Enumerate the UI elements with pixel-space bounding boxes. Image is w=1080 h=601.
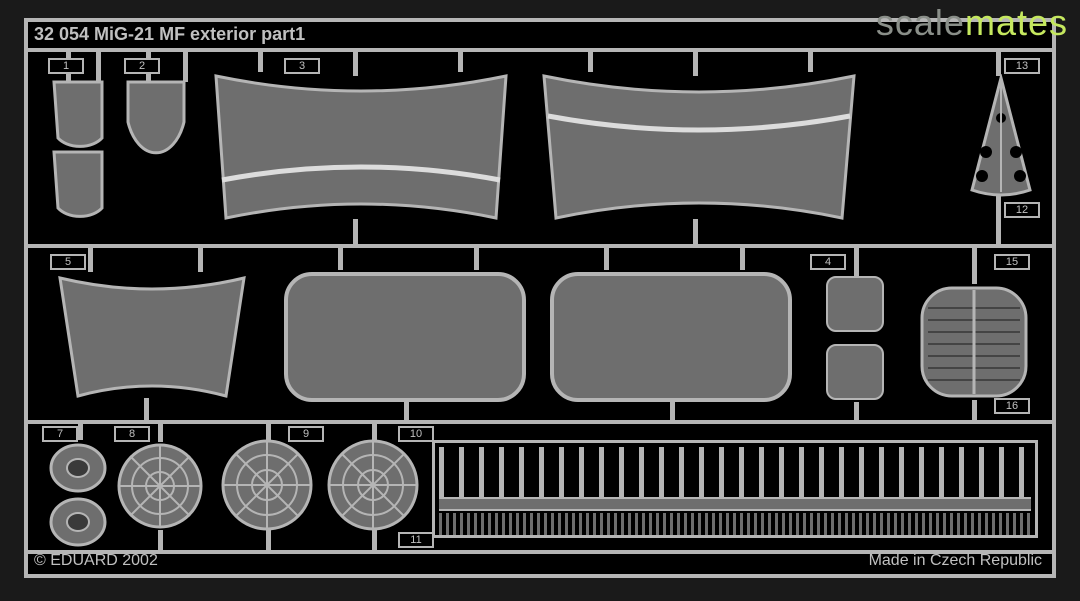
sprue	[372, 530, 377, 550]
divider-1	[28, 244, 1052, 248]
comb-teeth	[439, 447, 1031, 497]
part-tab-pair	[50, 80, 106, 220]
sprue	[474, 248, 479, 270]
sprue	[996, 194, 1001, 244]
sprue	[158, 424, 163, 442]
sprue	[158, 530, 163, 550]
watermark: scalemates	[876, 2, 1068, 44]
part-fan-panel	[52, 270, 252, 404]
sprue	[996, 52, 1001, 76]
part-label: 12	[1004, 202, 1040, 218]
part-label: 13	[1004, 58, 1040, 74]
part-round-panel	[546, 268, 796, 406]
watermark-part2: mates	[965, 2, 1068, 43]
part-label: 11	[398, 532, 434, 548]
part-sq-pad	[826, 276, 884, 332]
part-tri	[966, 74, 1036, 200]
part-label: 15	[994, 254, 1030, 270]
origin: Made in Czech Republic	[869, 552, 1042, 570]
part-disc-spoke	[326, 438, 420, 532]
sheet-frame: 32 054 MiG-21 MF exterior part1 1 2 3 13…	[24, 18, 1056, 578]
part-round-panel	[280, 268, 530, 406]
sprue	[88, 248, 93, 272]
sprue	[604, 248, 609, 270]
comb-band	[439, 497, 1031, 511]
part-disc-plain	[48, 496, 108, 548]
sprue	[972, 248, 977, 284]
sprue	[854, 248, 859, 278]
sprue	[854, 402, 859, 422]
sprue	[198, 248, 203, 272]
part-curved-panel	[206, 68, 516, 228]
part-disc-spoke	[220, 438, 314, 532]
sheet-title: 32 054 MiG-21 MF exterior part1	[34, 24, 305, 45]
copyright: © EDUARD 2002	[34, 552, 158, 570]
watermark-part1: scale	[876, 2, 965, 43]
part-label: 8	[114, 426, 150, 442]
sprue	[972, 400, 977, 422]
part-label: 5	[50, 254, 86, 270]
divider-top	[28, 48, 1052, 52]
sprue	[266, 530, 271, 550]
part-label: 2	[124, 58, 160, 74]
part-disc-plain	[48, 442, 108, 494]
part-curved-panel	[534, 68, 864, 228]
part-tab	[124, 80, 190, 180]
sprue	[78, 424, 83, 440]
sprue	[338, 248, 343, 270]
part-label: 7	[42, 426, 78, 442]
part-disc-spoke	[116, 442, 204, 530]
sprue	[96, 52, 101, 82]
part-sq-pad	[826, 344, 884, 400]
sprue	[740, 248, 745, 270]
part-oval-grill	[916, 282, 1032, 402]
divider-2	[28, 420, 1052, 424]
part-comb	[432, 440, 1038, 538]
part-label: 1	[48, 58, 84, 74]
sprue	[183, 52, 188, 82]
comb-dots	[439, 513, 1031, 535]
part-label: 4	[810, 254, 846, 270]
